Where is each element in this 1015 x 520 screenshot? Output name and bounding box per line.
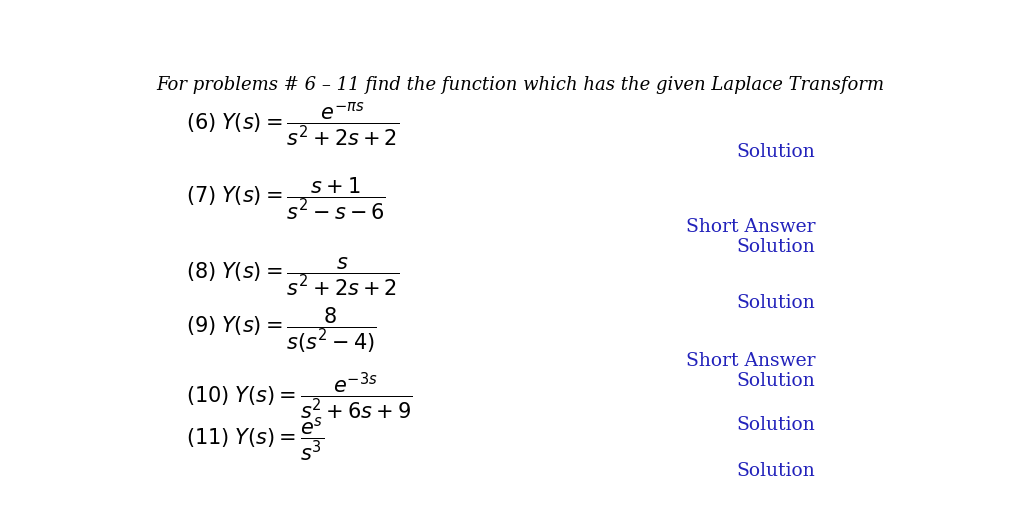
Text: $(8)\; Y(s) = \dfrac{s}{s^2+2s+2}$: $(8)\; Y(s) = \dfrac{s}{s^2+2s+2}$ bbox=[186, 255, 399, 297]
Text: $(6)\; Y(s) = \dfrac{e^{-\pi s}}{s^2+2s+2}$: $(6)\; Y(s) = \dfrac{e^{-\pi s}}{s^2+2s+… bbox=[186, 100, 399, 149]
Text: Solution: Solution bbox=[737, 238, 815, 256]
Text: $(9)\; Y(s) = \dfrac{8}{s(s^2-4)}$: $(9)\; Y(s) = \dfrac{8}{s(s^2-4)}$ bbox=[186, 306, 377, 355]
Text: Solution: Solution bbox=[737, 294, 815, 311]
Text: Solution: Solution bbox=[737, 372, 815, 389]
Text: Solution: Solution bbox=[737, 416, 815, 434]
Text: Solution: Solution bbox=[737, 462, 815, 480]
Text: Short Answer: Short Answer bbox=[686, 217, 815, 236]
Text: $(11)\; Y(s) = \dfrac{e^{s}}{s^3}$: $(11)\; Y(s) = \dfrac{e^{s}}{s^3}$ bbox=[186, 415, 324, 464]
Text: $(10)\; Y(s) = \dfrac{e^{-3s}}{s^2+6s+9}$: $(10)\; Y(s) = \dfrac{e^{-3s}}{s^2+6s+9}… bbox=[186, 371, 412, 422]
Text: $(7)\; Y(s) = \dfrac{s+1}{s^2-s-6}$: $(7)\; Y(s) = \dfrac{s+1}{s^2-s-6}$ bbox=[186, 175, 386, 222]
Text: Solution: Solution bbox=[737, 144, 815, 162]
Text: For problems # 6 – 11 find the function which has the given Laplace Transform: For problems # 6 – 11 find the function … bbox=[156, 76, 884, 95]
Text: Short Answer: Short Answer bbox=[686, 352, 815, 370]
